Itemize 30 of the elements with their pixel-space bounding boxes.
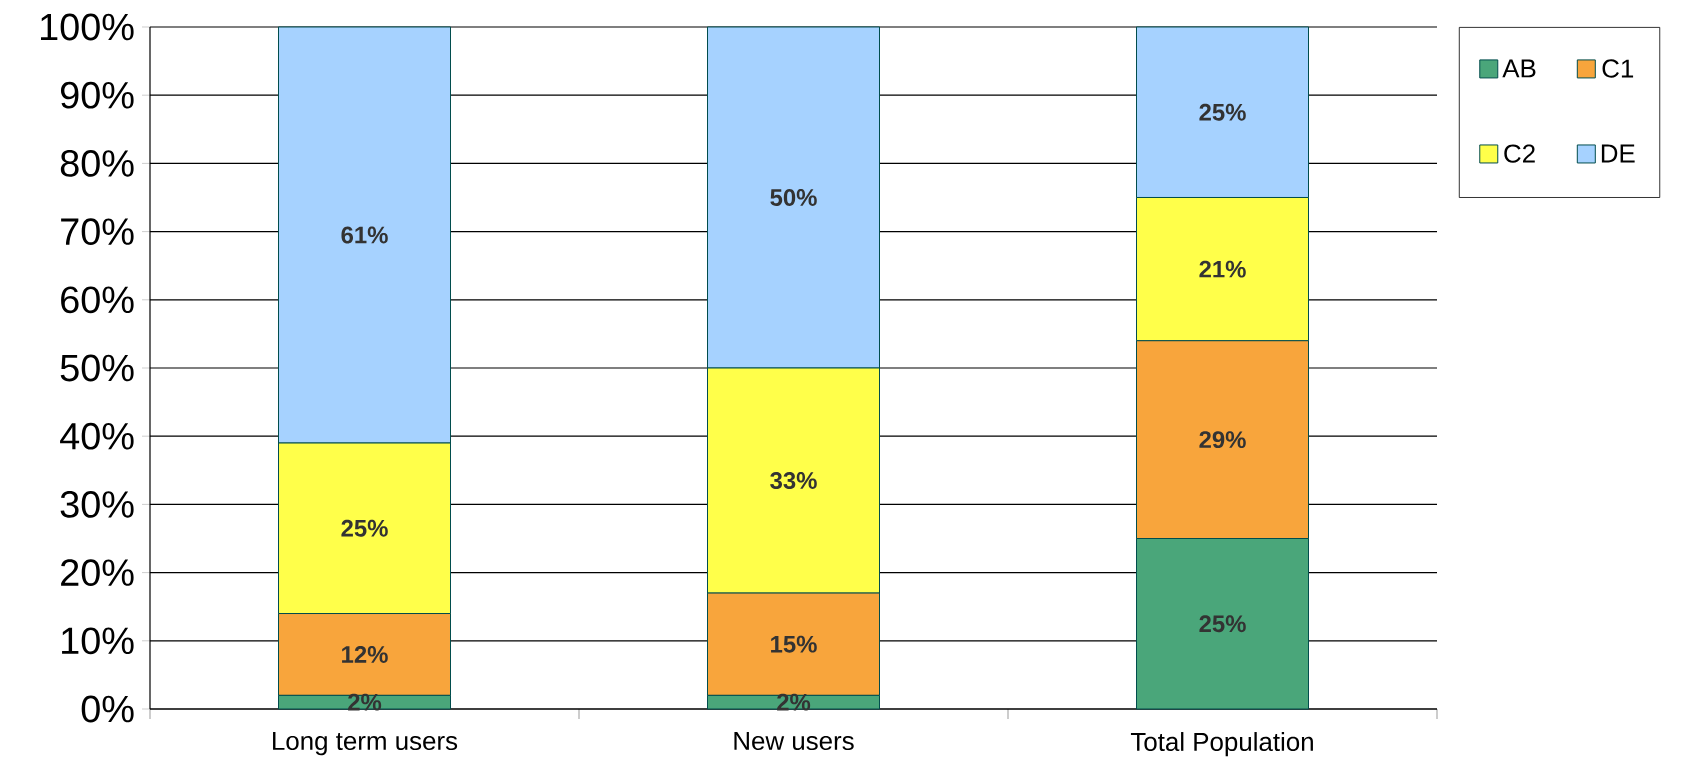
legend-label: C2: [1504, 144, 1535, 163]
data-label: 25%: [1199, 103, 1246, 121]
x-tick-label: Long term users: [273, 732, 458, 756]
data-label: 25%: [341, 519, 388, 537]
y-tick-label: 40%: [60, 422, 134, 450]
x-tick-label: Total Population: [1130, 732, 1313, 757]
y-tick-label: 50%: [60, 354, 134, 382]
data-label: 61%: [341, 226, 388, 244]
data-label: 21%: [1199, 260, 1246, 278]
legend-label: C1: [1602, 59, 1634, 78]
data-label: 12%: [342, 646, 388, 663]
data-label: 15%: [771, 635, 817, 653]
legend-label: DE: [1601, 144, 1635, 163]
data-label: 25%: [1199, 615, 1246, 633]
y-tick-label: 90%: [60, 81, 134, 109]
y-tick-label: 100%: [41, 13, 134, 41]
y-tick-label: 20%: [61, 559, 134, 587]
data-label: 2%: [348, 693, 382, 711]
y-tick-label: 30%: [60, 490, 134, 518]
y-tick-label: 80%: [60, 149, 134, 177]
y-tick-label: 0%: [81, 695, 134, 723]
legend-label: AB: [1502, 59, 1536, 78]
data-label: 33%: [770, 472, 817, 490]
y-tick-label: 70%: [61, 218, 134, 245]
x-tick-label: New users: [734, 732, 854, 751]
y-tick-label: 60%: [61, 286, 134, 314]
y-tick-label: 10%: [62, 627, 134, 655]
data-label: 29%: [1199, 431, 1246, 449]
data-label: 50%: [770, 189, 817, 206]
data-label: 2%: [777, 693, 811, 711]
